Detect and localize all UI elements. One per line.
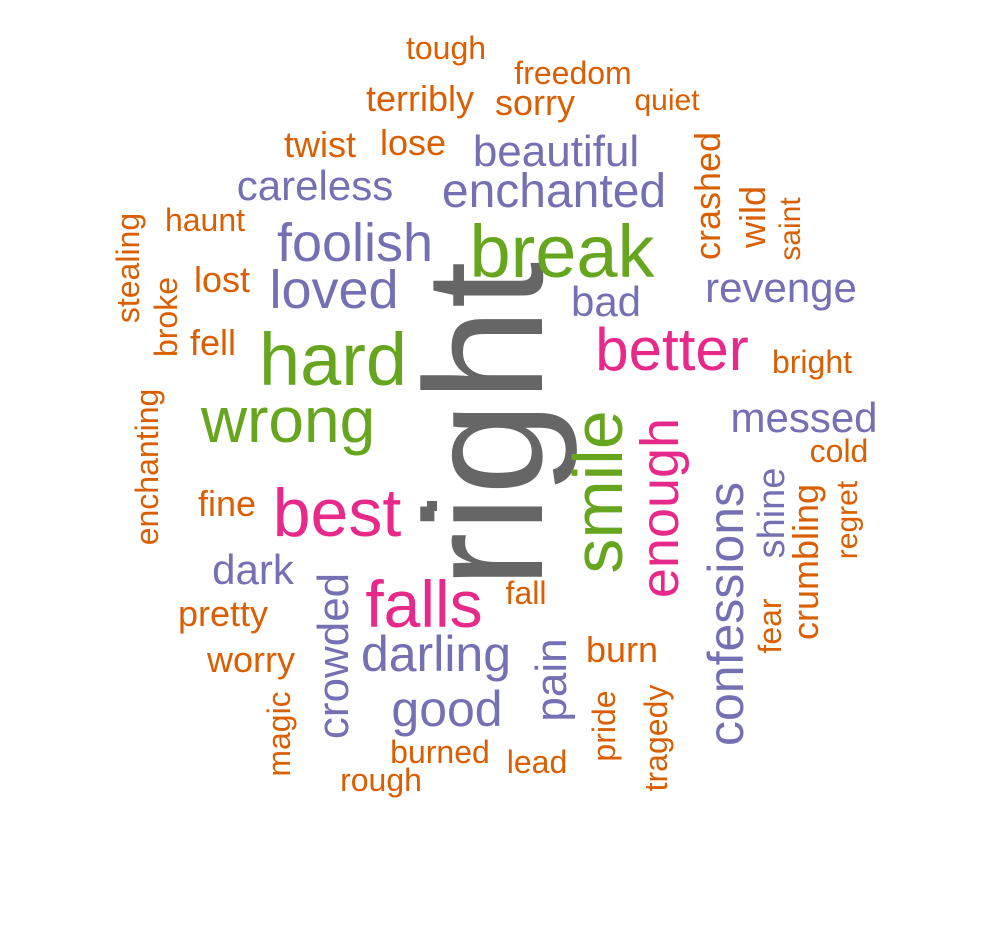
word-crumbling: crumbling [785, 483, 826, 641]
word-haunt: haunt [164, 202, 246, 238]
word-terribly: terribly [365, 78, 475, 119]
word-loved: loved [269, 260, 399, 320]
word-foolish: foolish [276, 213, 434, 273]
word-crashed: crashed [687, 131, 728, 261]
word-falls: falls [365, 567, 483, 641]
word-sorry: sorry [495, 82, 575, 123]
word-break: break [469, 210, 655, 293]
word-best: best [272, 475, 402, 551]
word-wrong: wrong [200, 384, 376, 456]
word-hard: hard [258, 318, 408, 401]
word-lead: lead [506, 744, 568, 780]
word-lost: lost [193, 259, 251, 300]
word-darling: darling [360, 626, 512, 682]
word-quiet: quiet [634, 84, 700, 117]
word-regret: regret [831, 480, 864, 560]
word-freedom: freedom [514, 55, 632, 91]
word-fine: fine [197, 483, 257, 524]
word-dark: dark [212, 546, 294, 593]
word-magic: magic [261, 691, 297, 777]
word-broke: broke [148, 276, 184, 358]
word-bright: bright [771, 344, 853, 380]
word-pain: pain [527, 638, 576, 722]
word-beautiful: beautiful [472, 127, 640, 176]
word-smile: smile [559, 410, 637, 574]
word-confessions: confessions [698, 481, 754, 747]
word-fall: fall [505, 575, 547, 611]
word-lose: lose [379, 122, 447, 163]
word-stealing: stealing [110, 212, 146, 324]
word-burned: burned [390, 734, 490, 770]
word-burn: burn [585, 629, 659, 670]
word-cold: cold [809, 433, 869, 469]
word-enchanting: enchanting [129, 388, 165, 546]
word-careless: careless [236, 162, 394, 209]
word-better: better [595, 316, 749, 383]
word-saint: saint [774, 197, 807, 261]
word-right: right [390, 261, 578, 589]
word-tragedy: tragedy [638, 684, 674, 792]
word-revenge: revenge [705, 264, 857, 311]
word-pretty: pretty [177, 593, 269, 634]
word-tough: tough [405, 30, 487, 66]
word-enough: enough [630, 417, 690, 599]
word-fear: fear [752, 598, 788, 654]
word-enchanted: enchanted [441, 165, 667, 218]
word-messed: messed [730, 394, 878, 441]
word-fell: fell [189, 322, 237, 363]
word-bad: bad [570, 278, 642, 325]
word-good: good [391, 681, 503, 737]
word-crowded: crowded [309, 572, 358, 740]
dot-mark [427, 501, 437, 511]
word-wild: wild [732, 185, 773, 249]
word-twist: twist [284, 124, 356, 165]
word-worry: worry [207, 639, 295, 680]
word-rough: rough [340, 762, 422, 798]
word-pride: pride [586, 690, 622, 762]
